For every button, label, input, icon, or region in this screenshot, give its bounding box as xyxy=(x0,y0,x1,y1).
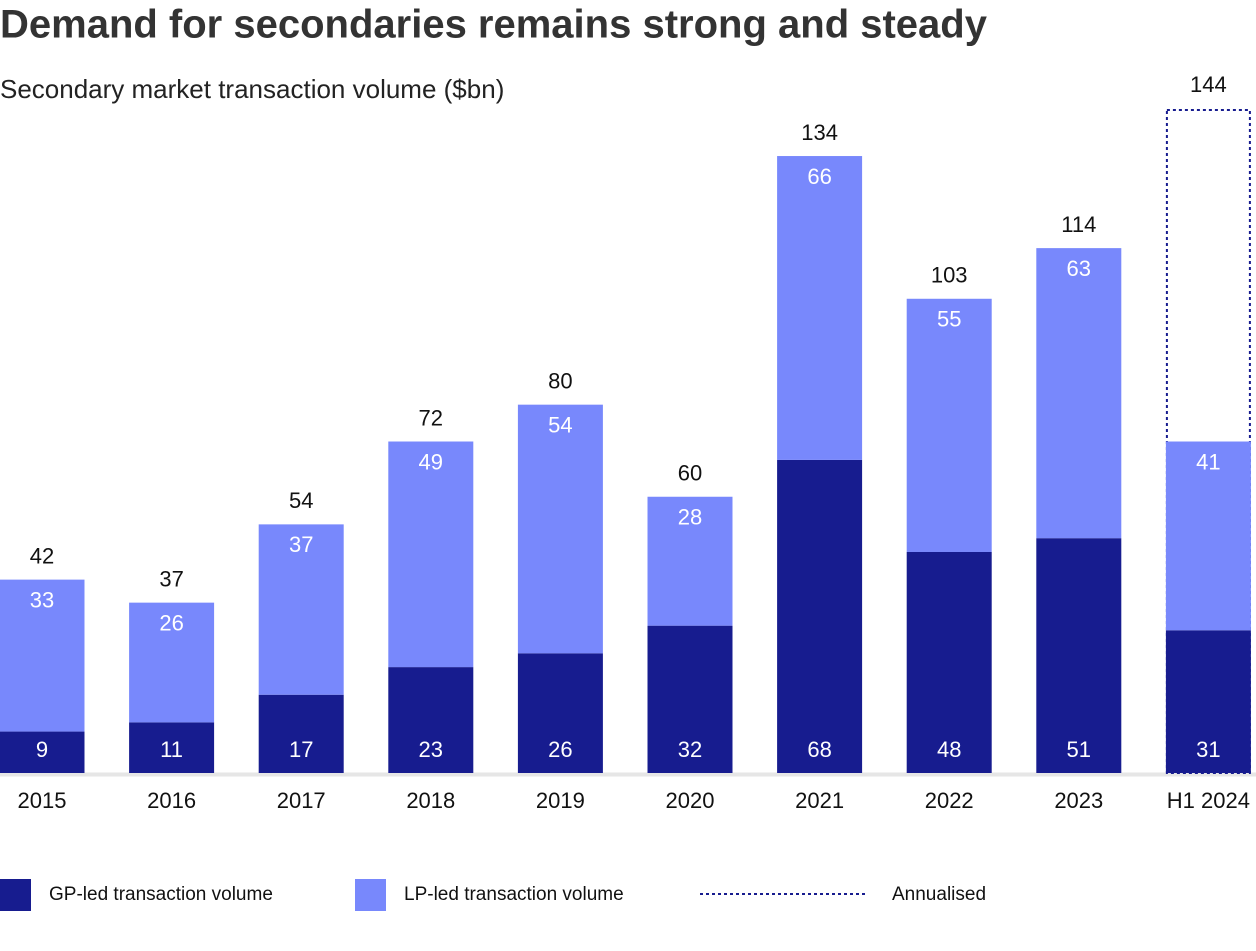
value-label: 11 xyxy=(160,737,183,762)
value-label: 26 xyxy=(159,610,183,635)
bar-segment xyxy=(517,653,603,773)
value-label: 49 xyxy=(419,449,443,474)
legend-label: LP-led transaction volume xyxy=(404,884,624,905)
bar-segment xyxy=(388,667,474,773)
bar-segment xyxy=(129,602,215,723)
x-tick-label: 2023 xyxy=(1054,788,1103,813)
value-label: 63 xyxy=(1067,256,1091,281)
bar-segment xyxy=(258,694,344,773)
total-label: 114 xyxy=(1061,212,1096,237)
x-tick-label: 2021 xyxy=(795,788,844,813)
total-label: 37 xyxy=(159,566,183,591)
bar-segment xyxy=(517,404,603,654)
legend-swatch xyxy=(355,879,386,911)
value-label: 23 xyxy=(419,737,443,762)
bar-segment xyxy=(1165,441,1251,631)
bar-segment xyxy=(1165,630,1251,773)
total-label: 54 xyxy=(289,488,313,513)
x-tick-label: 2015 xyxy=(18,788,67,813)
value-label: 17 xyxy=(289,737,313,762)
total-label: 80 xyxy=(548,368,572,393)
total-label: 60 xyxy=(678,461,702,486)
legend-label: GP-led transaction volume xyxy=(49,884,273,905)
value-label: 28 xyxy=(678,505,702,530)
value-label: 55 xyxy=(937,307,961,332)
value-label: 32 xyxy=(678,737,702,762)
x-tick-label: H1 2024 xyxy=(1167,788,1250,813)
total-label: 103 xyxy=(931,263,968,288)
value-label: 48 xyxy=(937,737,961,762)
x-tick-label: 2017 xyxy=(277,788,326,813)
total-label: 134 xyxy=(801,120,838,145)
value-label: 26 xyxy=(548,737,572,762)
x-tick-label: 2020 xyxy=(666,788,715,813)
value-label: 37 xyxy=(289,532,313,557)
value-label: 9 xyxy=(36,737,48,762)
value-label: 54 xyxy=(548,412,572,437)
value-label: 33 xyxy=(30,587,54,612)
bar-segment xyxy=(388,441,474,668)
bar-segment xyxy=(0,579,85,732)
value-label: 51 xyxy=(1067,737,1091,762)
bar-segment xyxy=(647,496,733,626)
total-label: 42 xyxy=(30,543,54,568)
value-label: 68 xyxy=(807,737,831,762)
bar-segment xyxy=(777,156,863,460)
x-tick-label: 2019 xyxy=(536,788,585,813)
legend-swatch xyxy=(0,879,31,911)
value-label: 66 xyxy=(807,164,831,189)
annualised-label: 144 xyxy=(1190,72,1227,97)
bar-segment xyxy=(1036,538,1122,773)
bar-segment xyxy=(258,524,344,695)
bar-segment xyxy=(129,722,215,773)
x-tick-label: 2018 xyxy=(406,788,455,813)
x-tick-label: 2016 xyxy=(147,788,196,813)
chart-title: Demand for secondaries remains strong an… xyxy=(0,3,988,47)
bar-segment xyxy=(1036,248,1122,539)
bar-segment xyxy=(906,298,992,552)
legend-label: Annualised xyxy=(892,884,986,905)
bar-segment xyxy=(0,731,85,773)
bar-segment xyxy=(777,459,863,773)
bar-segment xyxy=(906,552,992,773)
chart-subtitle: Secondary market transaction volume ($bn… xyxy=(0,74,504,104)
value-label: 31 xyxy=(1196,737,1220,762)
value-label: 41 xyxy=(1196,449,1220,474)
bar-segment xyxy=(647,625,733,773)
x-tick-label: 2022 xyxy=(925,788,974,813)
total-label: 72 xyxy=(419,405,443,430)
